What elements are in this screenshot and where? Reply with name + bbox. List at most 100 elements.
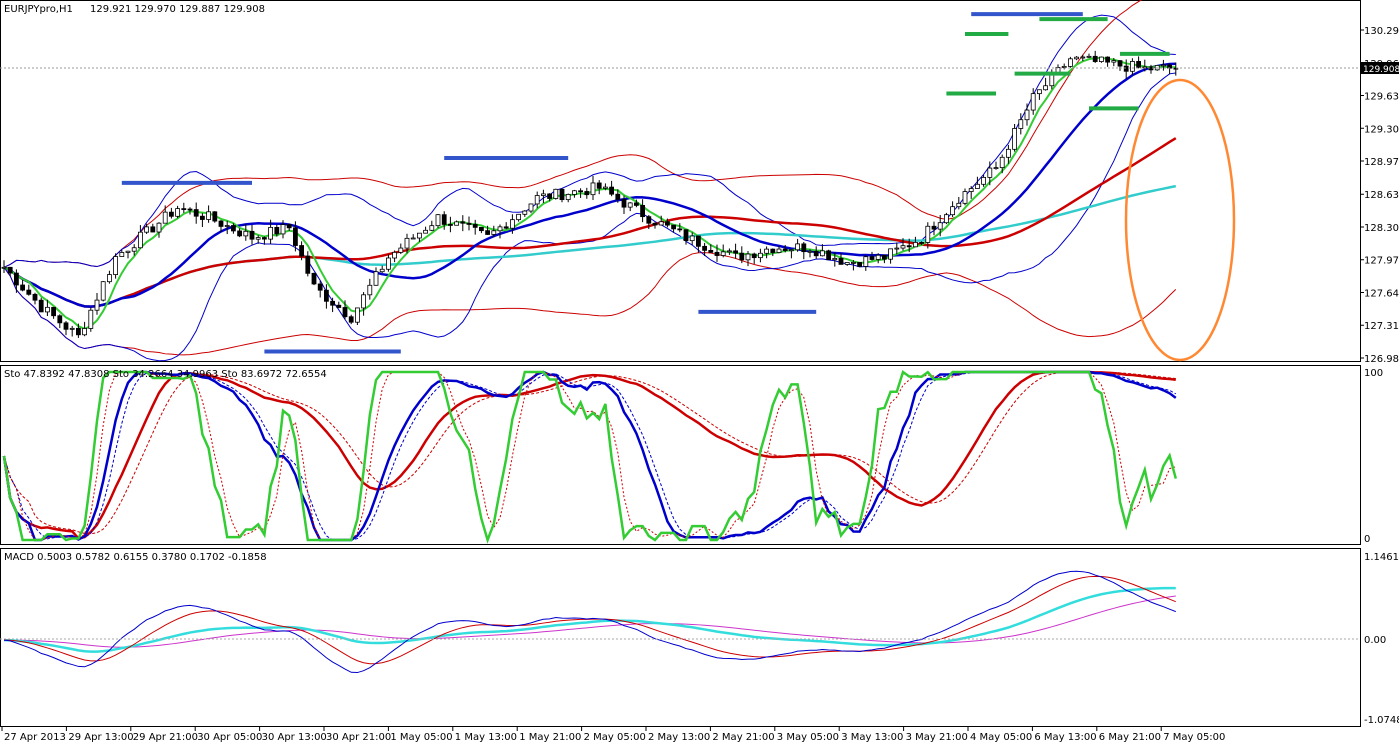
candle-body (702, 245, 707, 251)
candle-body (900, 245, 906, 249)
candle-body (658, 221, 664, 226)
candle-body (683, 229, 689, 242)
candle-body (460, 221, 466, 224)
candle-body (447, 224, 453, 226)
candle-body (925, 225, 931, 243)
candle-body (1037, 89, 1042, 95)
candle-body (274, 226, 280, 235)
candle-body (1, 266, 7, 269)
candle-body (187, 208, 193, 211)
candle-body (323, 289, 329, 302)
candle-body (336, 304, 342, 308)
candle-body (565, 194, 571, 201)
stoch-slow-main (2, 370, 1176, 540)
candle-body (727, 250, 732, 253)
candle-body (137, 231, 143, 249)
candle-body (237, 230, 243, 237)
candle-body (764, 248, 769, 254)
candle-body (94, 299, 100, 311)
candlesticks (1, 50, 1179, 338)
bollinger-lower-inner (3, 72, 1176, 362)
candle-body (795, 243, 800, 251)
time-tick-label: 3 May 21:00 (906, 732, 968, 743)
candle-body (596, 182, 602, 189)
candle-body (993, 167, 999, 170)
candle-body (243, 230, 249, 237)
time-tick-label: 30 Apr 05:00 (197, 732, 262, 743)
candle-body (888, 248, 893, 260)
price-tick-label: 129.300 (1364, 124, 1399, 135)
candle-body (51, 306, 56, 317)
candle-body (913, 242, 918, 248)
candle-body (782, 248, 788, 251)
candle-body (38, 299, 44, 313)
macd-main (3, 570, 1176, 674)
candle-body (857, 262, 862, 267)
candle-body (1061, 66, 1067, 68)
candle-body (168, 211, 174, 217)
candle-body (63, 322, 69, 330)
candle-body (1099, 56, 1104, 62)
projection-ellipse (1124, 78, 1236, 362)
candle-body (88, 309, 94, 329)
candle-body (162, 211, 168, 224)
candle-body (813, 250, 819, 257)
candle-body (150, 226, 156, 233)
candle-body (1130, 61, 1135, 72)
macd-long-main (3, 586, 1176, 653)
candle-body (1074, 56, 1079, 60)
candle-body (156, 222, 162, 233)
price-tick-label: 127.975 (1364, 256, 1399, 267)
candle-body (348, 316, 354, 323)
candle-body (906, 245, 912, 248)
time-tick-label: 1 May 21:00 (519, 732, 581, 743)
candle-body (249, 230, 255, 240)
candle-body (491, 230, 497, 235)
candle-body (609, 186, 614, 195)
candle-body (981, 176, 986, 185)
stoch-slow-signal (3, 371, 1176, 535)
ma-long-line (3, 184, 1177, 308)
stoch-tick-100: 100 (1364, 368, 1383, 379)
candle-body (385, 257, 391, 270)
time-tick-label: 2 May 21:00 (712, 732, 774, 743)
support-resistance-levels (121, 12, 1170, 354)
bollinger-upper-inner (3, 14, 1176, 268)
candle-body (472, 223, 478, 228)
stoch-label: Sto 47.8392 47.8308 Sto 34.2664 34.9963 … (4, 369, 327, 380)
candle-body (1092, 55, 1098, 62)
candle-body (733, 250, 738, 254)
ma-mid-line (3, 62, 1176, 308)
candle-body (882, 254, 887, 260)
macd-pane-frame (0, 548, 1361, 727)
bollinger-lower-outer (3, 252, 1177, 356)
candle-body (652, 222, 658, 226)
time-tick-label: 6 May 21:00 (1099, 732, 1161, 743)
candle-body (758, 252, 763, 259)
price-tick-label: 128.305 (1364, 223, 1399, 234)
candle-body (820, 250, 825, 257)
candle-body (1012, 128, 1017, 150)
candle-body (1018, 119, 1024, 129)
candle-body (627, 202, 633, 208)
candle-body (578, 190, 583, 193)
candle-body (987, 167, 993, 178)
candle-body (255, 237, 261, 240)
candle-body (1006, 148, 1011, 158)
candle-body (689, 235, 695, 242)
candle-body (367, 284, 373, 296)
candle-body (516, 213, 521, 221)
candle-body (354, 307, 360, 323)
candle-body (212, 211, 218, 222)
price-pane-frame (0, 0, 1361, 362)
time-tick-label: 29 Apr 21:00 (133, 732, 198, 743)
candle-body (875, 254, 881, 260)
candle-body (1043, 85, 1048, 91)
stoch-mid-main (2, 370, 1177, 542)
candle-body (776, 248, 782, 253)
ma-slow-line (3, 137, 1177, 308)
candle-body (646, 216, 652, 224)
candle-body (113, 256, 118, 275)
